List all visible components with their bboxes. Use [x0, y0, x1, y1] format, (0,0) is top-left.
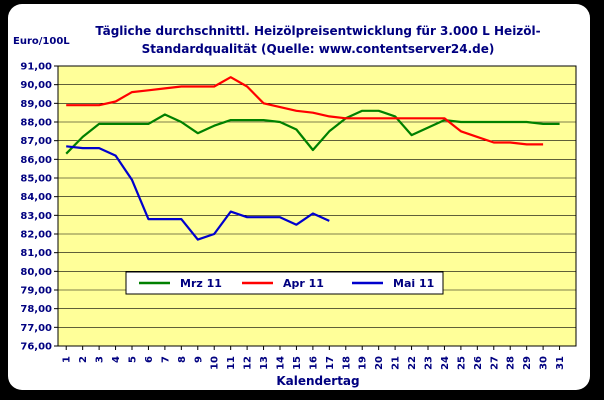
x-tick-label: 24 — [440, 356, 451, 370]
x-tick-label: 13 — [259, 356, 270, 370]
y-tick-label: 82,00 — [20, 230, 52, 241]
legend-label-mai: Mai 11 — [393, 277, 434, 290]
y-tick-label: 84,00 — [20, 192, 52, 203]
x-tick-label: 7 — [160, 356, 171, 363]
x-tick-label: 28 — [506, 356, 517, 370]
x-tick-label: 15 — [292, 356, 303, 370]
plot-area — [57, 65, 577, 347]
legend-label-apr: Apr 11 — [283, 277, 324, 290]
y-tick-label: 83,00 — [20, 211, 52, 222]
x-tick-label: 26 — [473, 356, 484, 370]
x-tick-label: 30 — [539, 356, 550, 370]
x-tick-label: 16 — [308, 356, 319, 370]
series-lines — [65, 76, 560, 241]
y-tick-label: 76,00 — [20, 342, 52, 353]
y-tick-labels: 91,00 90,00 89,00 88,00 87,00 86,00 85,00 84,00… — [20, 62, 52, 353]
x-tick-label: 14 — [276, 356, 287, 370]
x-tick-label: 25 — [456, 356, 467, 370]
series-line-mai — [66, 145, 330, 241]
x-tick-label: 27 — [489, 356, 500, 370]
y-tick-label: 91,00 — [20, 62, 52, 73]
x-tick-label: 11 — [226, 356, 237, 370]
y-tick-label: 78,00 — [20, 304, 52, 315]
x-tick-label: 23 — [424, 356, 435, 370]
x-tick-label: 21 — [391, 356, 402, 370]
x-tick-label: 12 — [243, 356, 254, 370]
x-tick-label: 5 — [128, 356, 139, 363]
legend-label-mrz: Mrz 11 — [180, 277, 222, 290]
y-tick-label: 81,00 — [20, 248, 52, 259]
y-tick-label: 77,00 — [20, 323, 52, 334]
y-tick-label: 85,00 — [20, 174, 52, 185]
y-axis-label: Euro/100L — [13, 36, 70, 47]
x-tick-label: 17 — [325, 356, 336, 370]
series-line-mrz — [65, 109, 560, 155]
y-tick-label: 87,00 — [20, 136, 52, 147]
x-tick-label: 10 — [210, 356, 221, 370]
chart-title-line1: Tägliche durchschnittl. Heizölpreisentwi… — [95, 24, 540, 38]
y-tick-label: 79,00 — [20, 286, 52, 297]
y-tick-label: 80,00 — [20, 267, 52, 278]
y-tick-label: 89,00 — [20, 99, 52, 110]
x-tick-label: 1 — [62, 356, 73, 363]
y-tick-label: 86,00 — [20, 155, 52, 166]
x-tick-label: 19 — [358, 356, 369, 370]
x-tick-label: 4 — [111, 356, 122, 363]
x-tick-label: 8 — [177, 356, 188, 363]
x-tick-label: 22 — [407, 356, 418, 370]
x-tick-label: 29 — [522, 356, 533, 370]
x-tick-labels: 1 2 3 4 5 6 7 8 9 10 11 12 13 14 15 16 17 18 19 20 21 22 23 24 2… — [62, 356, 566, 370]
legend-box — [125, 271, 444, 295]
chart-title-line2: Standardqualität (Quelle: www.contentser… — [142, 42, 495, 56]
y-tick-label: 90,00 — [20, 80, 52, 91]
x-tick-label: 18 — [341, 356, 352, 370]
x-tick-label: 31 — [555, 356, 566, 370]
legend: Mrz 11 Apr 11 Mai 11 — [125, 271, 444, 295]
x-tick-label: 6 — [144, 356, 155, 363]
grid-lines — [54, 65, 576, 350]
x-tick-label: 9 — [193, 356, 204, 363]
series-line-apr — [66, 76, 544, 146]
x-axis-label: Kalendertag — [276, 374, 359, 388]
x-tick-label: 20 — [374, 356, 385, 370]
y-tick-label: 88,00 — [20, 118, 52, 129]
x-tick-label: 3 — [95, 356, 106, 363]
x-tick-label: 2 — [78, 356, 89, 363]
